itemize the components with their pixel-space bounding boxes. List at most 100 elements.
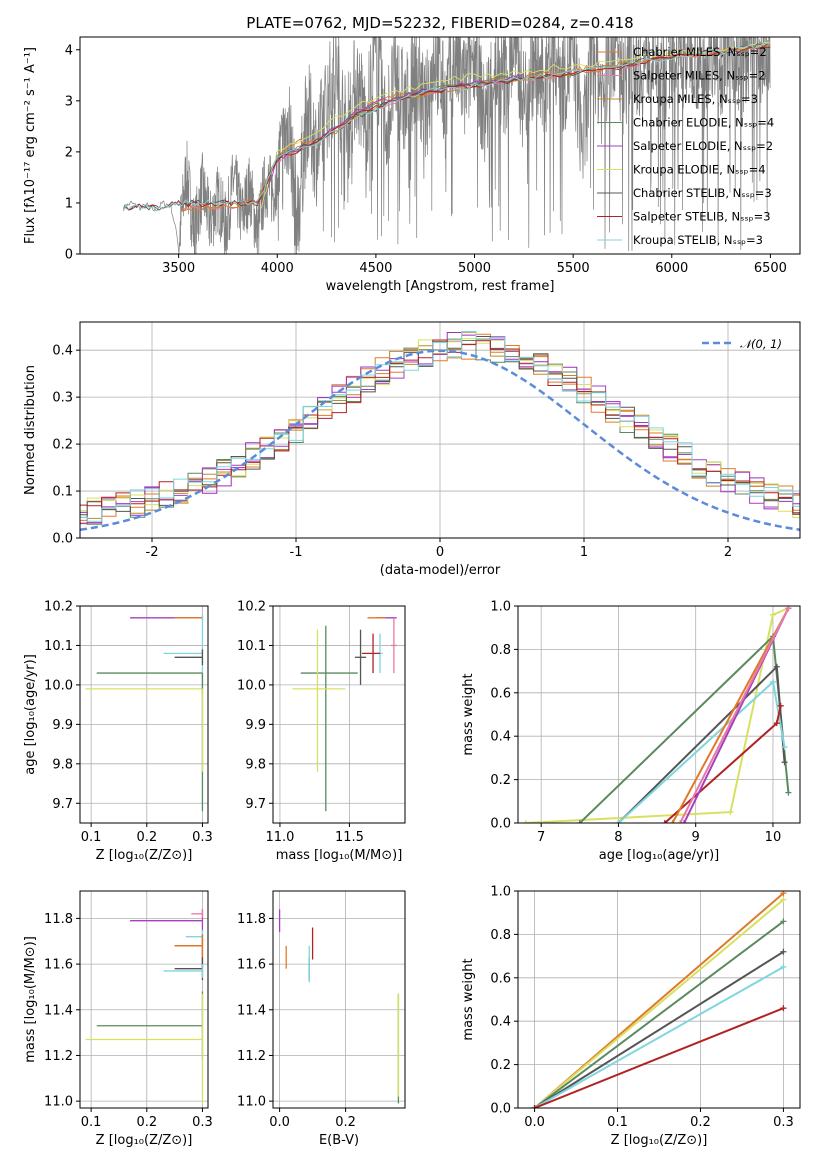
y-tick-label: 0.4 [490, 730, 511, 745]
residual-histogram-step [80, 336, 800, 516]
legend-entry: Chabrier ELODIE, Nₛₛₚ=4 [633, 116, 774, 130]
mass-weight-point [780, 896, 787, 903]
y-axis-label: age [log₁₀(age/yr)] [23, 654, 38, 775]
y-tick-label: 11.0 [237, 1095, 266, 1110]
mass-weight-point [576, 820, 583, 823]
mass-weight-point [780, 963, 787, 970]
y-tick-label: 1 [65, 196, 73, 211]
y-tick-label: 2 [65, 145, 73, 160]
x-tick-label: 0.1 [81, 1115, 102, 1130]
mass-weight-point [769, 611, 776, 618]
axes-frame [272, 605, 406, 824]
y-tick-label: 11.8 [44, 912, 73, 927]
y-tick-label: 10.0 [237, 678, 266, 693]
y-tick-label: 11.4 [44, 1003, 73, 1018]
y-tick-label: 0.3 [52, 391, 73, 406]
mass-weight-point [773, 663, 780, 670]
y-tick-label: 9.7 [52, 797, 73, 812]
x-axis-label: age [log₁₀(age/yr)] [599, 848, 720, 863]
x-tick-label: 2 [724, 545, 732, 560]
x-tick-label: 6500 [754, 261, 787, 276]
mass-vs-ebv-plot-area [273, 891, 405, 1108]
y-tick-label: 0.2 [490, 773, 511, 788]
y-axis-label: mass [log₁₀(M/M⊙)] [23, 936, 38, 1063]
y-tick-label: 11.4 [237, 1003, 266, 1018]
mass-weight-point [785, 789, 792, 796]
y-tick-label: 11.2 [44, 1049, 73, 1064]
y-tick-label: 11.6 [237, 958, 266, 973]
legend-entry: Salpeter MILES, Nₛₛₚ=2 [633, 69, 766, 83]
y-tick-label: 9.9 [245, 718, 266, 733]
y-tick-label: 1.0 [490, 600, 511, 615]
massweight-vs-Z-plot-area [518, 891, 800, 1108]
normal-reference-curve [80, 349, 800, 532]
mass-weight-point [780, 918, 787, 925]
age-vs-mass-plot-area [273, 606, 405, 823]
massweight-vs-age-plot-area [518, 606, 800, 823]
x-tick-label: -2 [146, 545, 159, 560]
x-tick-label: 0.3 [192, 830, 213, 845]
y-tick-label: 9.9 [52, 718, 73, 733]
x-axis-label: Z [log₁₀(Z/Z⊙)] [611, 1133, 708, 1148]
y-tick-label: 0.2 [52, 438, 73, 453]
mass-weight-point [727, 809, 734, 816]
axes-frame [79, 36, 801, 255]
spectrum-plot-area [122, 37, 771, 254]
y-tick-label: 11.8 [237, 912, 266, 927]
y-axis-label: Normed distribution [23, 365, 38, 495]
model-fit-line [123, 43, 771, 211]
mass-weight-point [677, 820, 684, 823]
residual-histogram-step [80, 331, 800, 522]
x-tick-label: 0.1 [607, 1115, 628, 1130]
legend-entry: 𝒩(0, 1) [740, 337, 782, 351]
y-tick-label: 0.2 [490, 1058, 511, 1073]
x-tick-label: 3500 [162, 261, 195, 276]
y-tick-label: 10.1 [237, 639, 266, 654]
x-axis-label: wavelength [Angstrom, rest frame] [326, 279, 555, 294]
x-tick-label: 0.2 [690, 1115, 711, 1130]
mass-weight-point [780, 1005, 787, 1012]
x-tick-label: 1 [580, 545, 588, 560]
mass-weight-point [522, 820, 529, 823]
y-tick-label: 1.0 [490, 885, 511, 900]
y-tick-label: 9.7 [245, 797, 266, 812]
observed-spectrum-line [123, 37, 771, 254]
y-tick-label: 0.4 [490, 1015, 511, 1030]
y-tick-label: 11.0 [44, 1095, 73, 1110]
x-tick-label: 7 [537, 830, 545, 845]
y-axis-label: mass weight [461, 673, 476, 755]
mass-weight-line [617, 680, 786, 823]
axes-frame [79, 605, 209, 824]
x-tick-label: 0.2 [335, 1115, 356, 1130]
x-tick-label: 0 [436, 545, 444, 560]
residual-histogram-step [80, 336, 800, 525]
y-tick-label: 10.2 [237, 600, 266, 615]
legend-entry: Kroupa MILES, Nₛₛₚ=3 [633, 92, 758, 106]
mass-weight-line [533, 920, 785, 1108]
x-tick-label: 0.0 [524, 1115, 545, 1130]
legend-entry: Kroupa ELODIE, Nₛₛₚ=4 [633, 163, 766, 177]
mass-weight-line [534, 1007, 784, 1108]
mass-weight-point [681, 820, 688, 823]
mass-weight-line [671, 607, 790, 823]
legend-entry: Salpeter ELODIE, Nₛₛₚ=2 [633, 139, 773, 153]
legend-entry: Chabrier STELIB, Nₛₛₚ=3 [633, 186, 772, 200]
x-axis-label: Z [log₁₀(Z/Z⊙)] [96, 1133, 193, 1148]
residual-hist-plot-area [80, 322, 800, 538]
y-tick-label: 9.8 [245, 757, 266, 772]
y-tick-label: 0.8 [490, 643, 511, 658]
model-fit-line [122, 46, 771, 211]
axes-frame [517, 605, 801, 824]
y-tick-label: 0 [65, 248, 73, 263]
x-tick-label: 0.2 [136, 830, 157, 845]
x-tick-label: 6000 [655, 261, 688, 276]
x-tick-label: 0.1 [81, 830, 102, 845]
y-axis-label: mass weight [461, 958, 476, 1040]
y-tick-label: 0.1 [52, 485, 73, 500]
y-tick-label: 10.2 [44, 600, 73, 615]
x-tick-label: 0.0 [269, 1115, 290, 1130]
x-tick-label: 4500 [359, 261, 392, 276]
x-tick-label: 10 [765, 830, 782, 845]
legend-entry: Kroupa STELIB, Nₛₛₚ=3 [633, 233, 763, 247]
x-tick-label: 5500 [557, 261, 590, 276]
